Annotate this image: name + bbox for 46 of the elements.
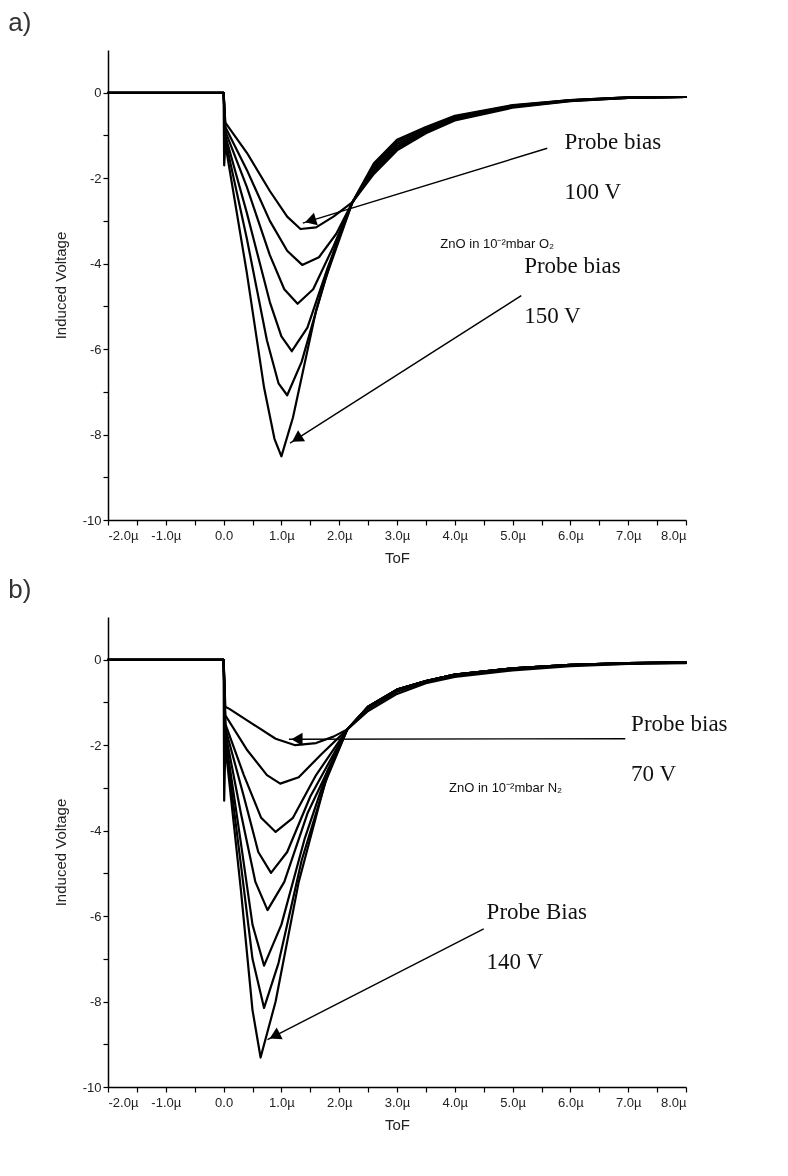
y-tick-label: 0: [94, 652, 102, 668]
y-axis-title: Induced Voltage: [51, 231, 69, 340]
annotation: Probe Bias 140 V: [486, 899, 587, 975]
y-tick-label: -2: [89, 737, 102, 753]
x-tick-label: 4.0µ: [442, 527, 469, 543]
x-tick-label: 1.0µ: [269, 1094, 296, 1110]
y-tick-label: -2: [89, 170, 102, 186]
x-tick-label: 7.0µ: [615, 1094, 642, 1110]
x-axis-title: ToF: [384, 548, 411, 566]
x-tick-label: 0.0: [215, 527, 234, 543]
y-tick-label: -4: [89, 823, 102, 839]
y-tick-label: -10: [82, 512, 102, 528]
y-tick-label: -6: [89, 908, 102, 924]
y-tick-label: 0: [94, 85, 102, 101]
x-tick-label: 1.0µ: [269, 527, 296, 543]
x-tick-label: -1.0µ: [151, 527, 182, 543]
x-tick-label: 5.0µ: [500, 527, 527, 543]
annotation: Probe bias 100 V: [564, 129, 662, 205]
chart-title: a): [8, 7, 32, 37]
annotation: Probe bias 70 V: [631, 711, 728, 787]
x-tick-label: 2.0µ: [326, 1094, 353, 1110]
x-tick-label: -2.0µ: [108, 1094, 139, 1110]
y-tick-label: -10: [82, 1079, 102, 1095]
x-tick-label: 0.0: [215, 1094, 234, 1110]
x-tick-label: -1.0µ: [151, 1094, 182, 1110]
y-tick-label: -8: [89, 427, 102, 443]
chart-title: b): [8, 574, 32, 604]
x-tick-label: 7.0µ: [615, 527, 642, 543]
x-tick-label: 4.0µ: [442, 1094, 469, 1110]
x-tick-label: 6.0µ: [558, 1094, 585, 1110]
x-tick-label: 8.0µ: [660, 1094, 688, 1110]
x-tick-label: 3.0µ: [384, 527, 411, 543]
y-tick-label: -4: [89, 256, 102, 272]
annotation: Probe bias 150 V: [524, 253, 621, 329]
x-tick-label: -2.0µ: [108, 527, 139, 543]
x-tick-label: 2.0µ: [326, 527, 353, 543]
x-tick-label: 3.0µ: [384, 1094, 411, 1110]
y-axis-title: Induced Voltage: [51, 798, 69, 907]
y-tick-label: -8: [89, 994, 102, 1010]
x-axis-title: ToF: [384, 1115, 411, 1133]
x-tick-label: 8.0µ: [660, 527, 688, 543]
x-tick-label: 5.0µ: [500, 1094, 527, 1110]
annotation: ZnO in 10⁻²mbar N₂: [449, 779, 563, 795]
annotation: ZnO in 10⁻²mbar O₂: [440, 236, 555, 252]
y-tick-label: -6: [89, 341, 102, 357]
x-tick-label: 6.0µ: [558, 527, 585, 543]
